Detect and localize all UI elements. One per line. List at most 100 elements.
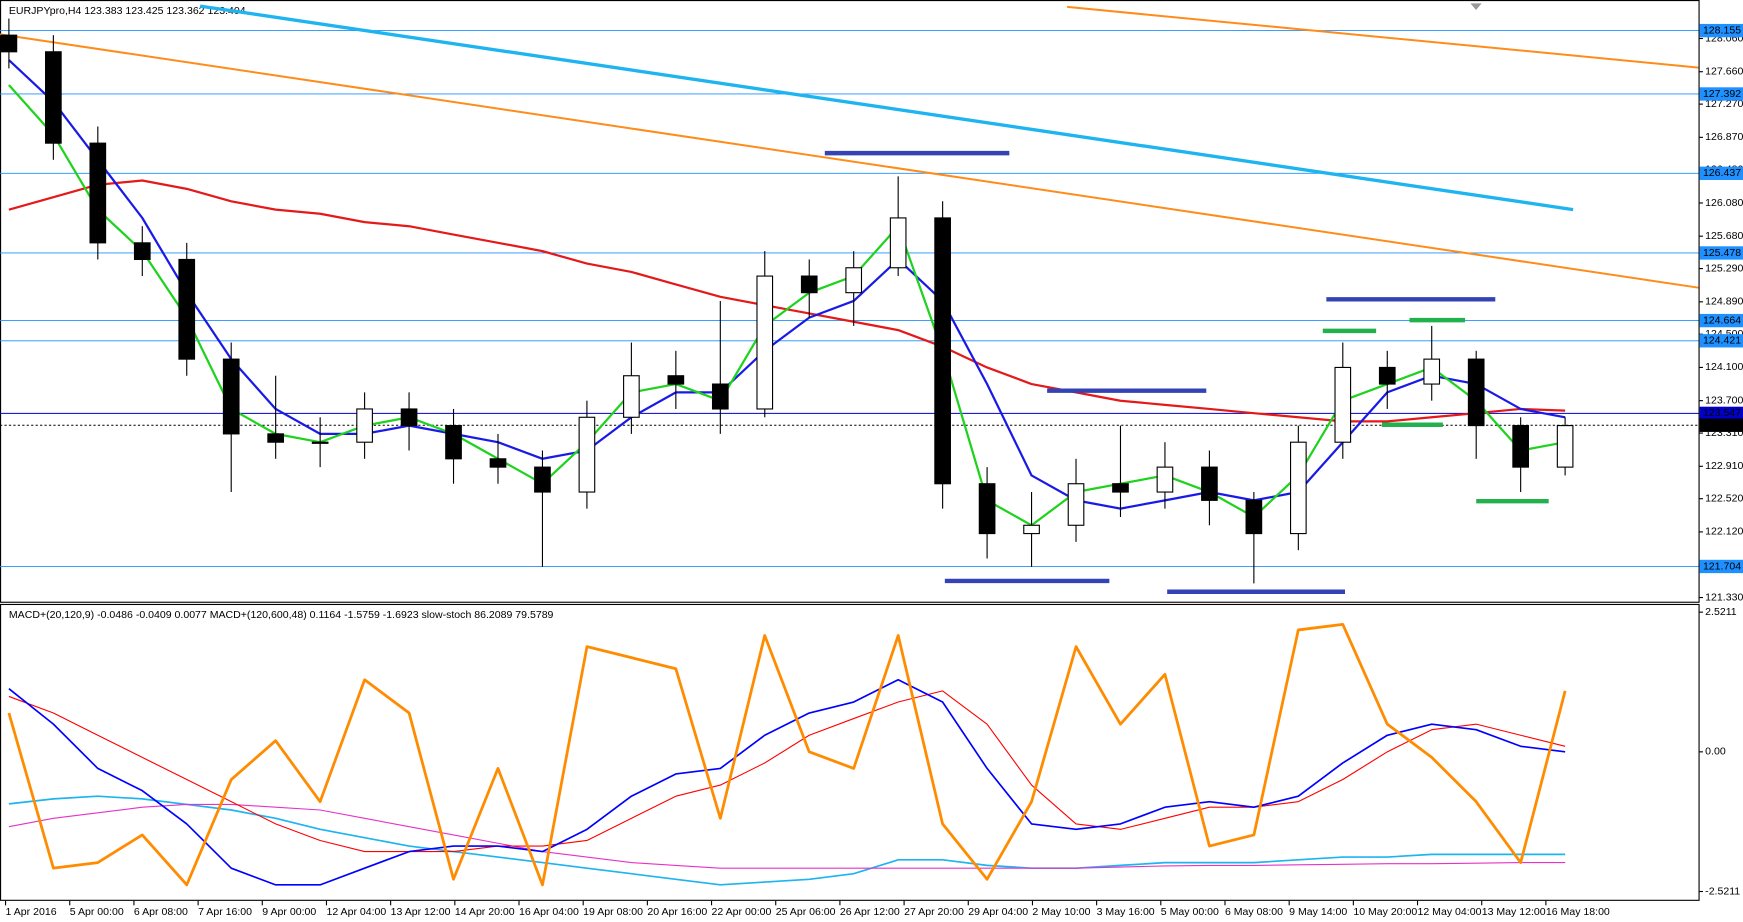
time-label: 3 May 16:00 [1097,906,1155,918]
y-tick-label: 128.060 [1705,32,1743,44]
candle-body [267,433,285,443]
candle-body [889,217,907,269]
indicator-line [8,795,1566,886]
candle-body [978,483,996,535]
price-level-box [1699,418,1743,432]
price-level-box [1699,87,1743,101]
time-label: 14 Apr 20:00 [455,906,515,918]
time-label: 22 Apr 00:00 [712,906,772,918]
candle-body [89,142,107,244]
y-tick-label: 125.290 [1705,262,1743,274]
price-level-box [1699,23,1743,38]
y-tick-label: 2.5211 [1705,606,1737,618]
candle-body [1289,441,1307,535]
price-level-box [1699,406,1743,421]
candle-body [623,375,640,418]
y-tick-label: 126.870 [1705,131,1743,143]
candle-body [1512,425,1529,468]
candle-body [934,217,951,485]
time-label: 7 Apr 16:00 [198,906,252,918]
indicator-line [7,622,1567,887]
time-label: 2 May 10:00 [1032,906,1090,918]
candle-body [1156,466,1174,493]
time-label: 9 May 14:00 [1289,906,1347,918]
y-tick-label: 121.330 [1705,591,1743,603]
y-tick-label: 124.100 [1705,361,1743,373]
candle-body [45,51,62,144]
candle-body [1112,483,1129,493]
time-label: 25 Apr 06:00 [776,906,836,918]
indicator-line [8,678,1566,886]
candle-body [1556,425,1574,468]
time-label: 16 Apr 04:00 [519,906,579,918]
y-tick-label: 125.680 [1705,230,1743,242]
price-level-box [1699,166,1743,180]
price-level-label: 123.404 [1703,419,1741,431]
price-level-box [1699,313,1743,328]
y-tick-label: 127.660 [1705,66,1743,78]
trendline [1067,5,1699,69]
price-level-box [1699,334,1743,348]
time-label: 5 Apr 00:00 [70,906,124,918]
time-label: 10 May 20:00 [1353,906,1417,918]
candle-body [178,258,196,360]
candle-body [0,34,18,53]
candle-body [756,275,774,410]
y-tick-label: 122.520 [1705,492,1743,504]
time-label: 16 May 18:00 [1546,906,1610,918]
time-label: 6 May 08:00 [1225,906,1283,918]
trendline [0,33,1699,289]
candle-body [845,267,863,294]
shift-marker [1470,3,1482,11]
price-level-label: 125.478 [1703,247,1741,259]
candle-body [1023,524,1040,535]
candle-body [667,375,685,385]
time-label: 5 May 00:00 [1161,906,1219,918]
candle-body [445,425,462,460]
candle-body [356,408,373,443]
time-label: 12 May 04:00 [1418,906,1482,918]
price-level-label: 126.437 [1703,167,1741,179]
candle-body [400,408,418,427]
time-label: 13 May 12:00 [1482,906,1546,918]
y-tick-label: 127.270 [1705,98,1743,110]
y-tick-label: 124.500 [1705,328,1743,340]
y-tick-label: 122.120 [1705,526,1743,538]
price-level-label: 123.547 [1703,407,1741,419]
time-label: 26 Apr 12:00 [840,906,900,918]
time-label: 27 Apr 20:00 [904,906,964,918]
candle-body [1201,466,1218,501]
y-tick-label: 124.890 [1705,296,1743,308]
candle-body [1423,358,1441,385]
time-label: 6 Apr 08:00 [134,906,188,918]
price-level-label: 128.155 [1703,24,1741,36]
candle-body [1245,499,1263,535]
indicator-line [8,690,1566,853]
candle-body [133,242,151,261]
candle-body [311,441,329,444]
candle-body [1067,483,1085,526]
panel-header: MACD+(20,120,9) -0.0486 -0.0409 0.0077 M… [9,609,554,621]
panel-header: EURJPYpro,H4 123.383 123.425 123.362 123… [9,5,246,17]
candle-body [578,416,596,493]
indicator-line [8,803,1566,869]
price-level-box [1699,246,1743,260]
candle-body [1334,366,1352,443]
trendline [199,4,1574,212]
y-tick-label: 123.310 [1705,427,1743,439]
y-tick-label: 126.080 [1705,197,1743,209]
candle-body [711,383,729,410]
time-label: 20 Apr 16:00 [647,906,707,918]
y-tick-label: 123.700 [1705,394,1743,406]
time-label: 12 Apr 04:00 [326,906,386,918]
price-level-box [1699,559,1743,574]
candle-body [1378,366,1396,385]
price-level-label: 124.421 [1703,335,1741,347]
time-label: 29 Apr 04:00 [968,906,1028,918]
time-label: 19 Apr 08:00 [583,906,643,918]
time-label: 1 Apr 2016 [6,906,57,918]
price-level-label: 124.664 [1703,314,1741,326]
